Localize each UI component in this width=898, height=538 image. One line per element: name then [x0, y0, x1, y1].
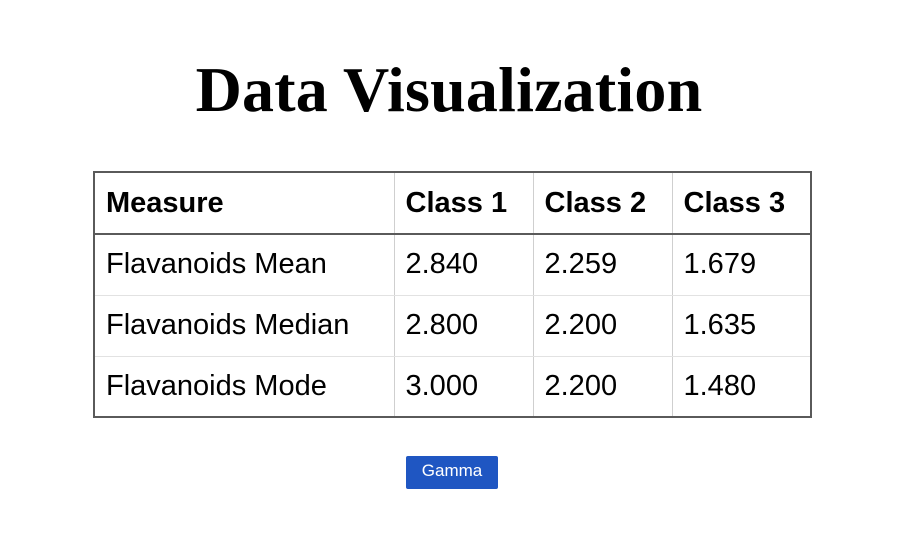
cell-measure: Flavanoids Mean [94, 234, 395, 296]
table-row: Flavanoids Mean 2.840 2.259 1.679 [94, 234, 811, 296]
cell-measure: Flavanoids Median [94, 295, 395, 357]
cell-measure: Flavanoids Mode [94, 356, 395, 417]
page-title: Data Visualization [195, 54, 703, 125]
table-header-row: Measure Class 1 Class 2 Class 3 [94, 172, 811, 235]
cell-class-1: 3.000 [394, 356, 534, 417]
table-row: Flavanoids Median 2.800 2.200 1.635 [94, 295, 811, 357]
cell-class-2: 2.259 [533, 234, 673, 296]
cell-class-1: 2.800 [394, 295, 534, 357]
header-measure: Measure [94, 172, 395, 235]
flavanoids-table: Measure Class 1 Class 2 Class 3 Flavanoi… [93, 171, 812, 418]
cell-class-1: 2.840 [394, 234, 534, 296]
cell-class-3: 1.679 [672, 234, 811, 296]
cell-class-2: 2.200 [533, 295, 673, 357]
header-class-2: Class 2 [533, 172, 673, 235]
gamma-button[interactable]: Gamma [406, 456, 498, 489]
cell-class-3: 1.635 [672, 295, 811, 357]
cell-class-2: 2.200 [533, 356, 673, 417]
header-class-3: Class 3 [672, 172, 811, 235]
table-row: Flavanoids Mode 3.000 2.200 1.480 [94, 356, 811, 417]
header-class-1: Class 1 [394, 172, 534, 235]
cell-class-3: 1.480 [683, 369, 757, 402]
